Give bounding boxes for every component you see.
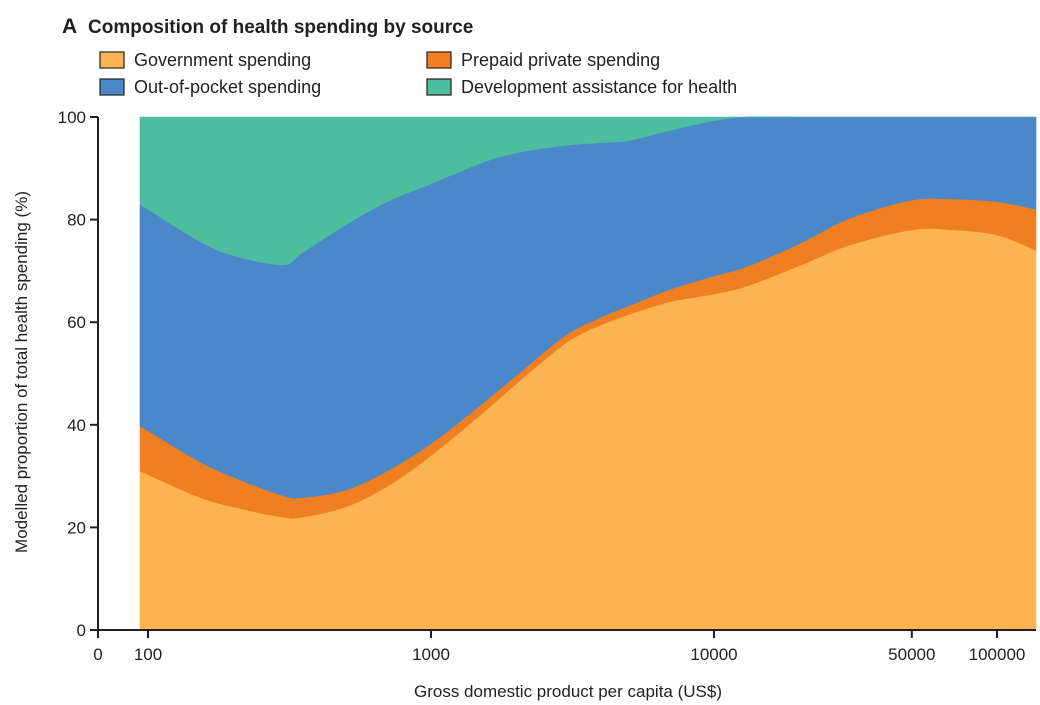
y-tick-label: 60 [67,313,86,332]
x-tick-label: 10000 [690,645,737,664]
legend-label-government-spending: Government spending [134,50,311,70]
legend-swatch-development-assistance-for-health [426,78,452,96]
area-development-assistance-for-health [139,116,1036,266]
legend-label-prepaid-private-spending: Prepaid private spending [461,50,660,70]
x-axis-label: Gross domestic product per capita (US$) [414,682,722,701]
y-ticks: 0 20 40 60 80 100 [58,108,98,640]
x-tick-label: 100000 [969,645,1026,664]
y-axis-label: Modelled proportion of total health spen… [12,191,31,553]
x-tick-label: 0 [93,645,102,664]
axes: 0 20 40 60 80 100 0 100 1000 10000 50000 100000 [58,108,1036,664]
panel-letter: A [62,15,77,38]
x-tick-label: 100 [134,645,162,664]
y-tick-label: 80 [67,211,86,230]
x-tick-label: 1000 [412,645,450,664]
x-tick-label: 50000 [888,645,935,664]
chart-title: Composition of health spending by source [88,17,473,38]
legend-swatch-prepaid-private-spending [426,51,452,69]
legend-swatch-out-of-pocket-spending [99,78,125,96]
stacked-areas [139,116,1037,631]
legend: Government spending Out-of-pocket spendin… [99,50,737,97]
legend-label-out-of-pocket-spending: Out-of-pocket spending [134,77,321,97]
legend-swatch-government-spending [99,51,125,69]
y-tick-label: 20 [67,518,86,537]
y-tick-label: 0 [77,621,86,640]
x-ticks: 0 100 1000 10000 50000 100000 [93,630,1025,664]
y-tick-label: 100 [58,108,86,127]
legend-label-development-assistance-for-health: Development assistance for health [461,77,737,97]
y-tick-label: 40 [67,416,86,435]
